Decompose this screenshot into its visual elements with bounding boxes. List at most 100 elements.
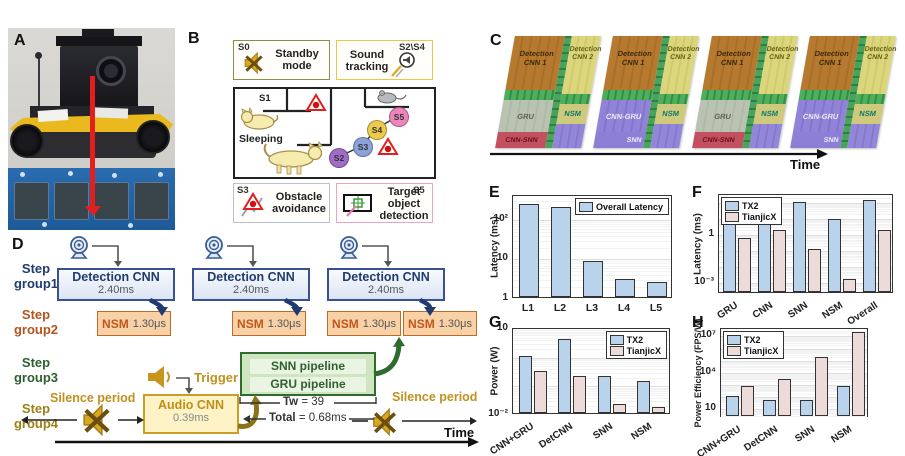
snn-pipeline-row: SNN pipeline — [250, 359, 366, 374]
gridline — [513, 386, 669, 388]
step-group1-label: Step group1 — [13, 261, 59, 291]
state-label: Obstacle avoidance — [272, 191, 326, 215]
y-axis-label: Latency (ms) — [692, 212, 704, 275]
panel-d-arrows — [21, 245, 479, 447]
memory-chip — [54, 182, 89, 220]
antenna — [38, 56, 40, 108]
y-tick-label: 10 — [704, 402, 716, 414]
gridline-minor — [721, 375, 867, 377]
bar-tx2-snn — [597, 375, 611, 413]
memory-chip — [134, 182, 169, 220]
gridline-minor — [719, 243, 892, 245]
nsm-box-1: NSM 1.30μs — [97, 311, 171, 336]
panel-label-d: D — [12, 236, 24, 253]
nsm-time: 1.30μs — [132, 317, 166, 330]
gridline-minor — [721, 373, 867, 375]
gridline-minor — [721, 398, 867, 400]
gridline-minor — [721, 411, 867, 413]
total-annotation: Total = 0.68ms — [266, 412, 350, 424]
gridline-minor — [719, 221, 892, 223]
state-id: S2\S4 — [399, 42, 425, 53]
gridline-minor — [719, 238, 892, 240]
wheel-left — [10, 124, 44, 158]
time-axis-c — [490, 149, 828, 159]
bar-tx2-gru — [722, 221, 736, 292]
red-pointer-arrowhead — [85, 206, 101, 216]
gridline-minor — [719, 237, 892, 239]
gridline-minor — [721, 374, 867, 376]
cooling-fan — [96, 56, 126, 86]
gridline-minor — [719, 222, 892, 224]
gridline-minor — [719, 204, 892, 206]
bar-tx2-nsm — [637, 381, 651, 413]
chip-region-band — [503, 89, 556, 100]
sound-tracking-icon — [391, 52, 415, 78]
gridline — [513, 357, 669, 359]
legend-row: TianjicX — [609, 345, 661, 356]
panel-label-g: G — [489, 314, 502, 331]
legend-swatch — [609, 345, 624, 356]
legend: TX2 TianjicX — [723, 331, 785, 359]
gridline-minor — [719, 271, 892, 273]
gridline-minor — [721, 340, 867, 341]
gridline-minor — [721, 342, 867, 344]
bar-overall-latency-l1 — [519, 203, 539, 297]
chip-snapshot-1: Detection CNN 1 GRU CNN-SNN Detection CNN 2… — [495, 36, 602, 148]
detection-cnn-title: Detection CNN — [207, 270, 295, 284]
walking-cat-icon — [263, 140, 323, 175]
gridline-minor — [721, 361, 867, 363]
arena-map-drawing — [240, 89, 409, 175]
legend-swatch — [727, 345, 741, 356]
gridline-minor — [719, 236, 892, 238]
gridline-minor — [721, 365, 867, 367]
mouse-icon — [377, 90, 407, 104]
bar-tianjicx-snn — [807, 249, 821, 292]
gridline-minor — [721, 402, 867, 404]
state-box-sound-tracking: S2\S4 Sound tracking — [336, 40, 433, 80]
gridline-minor — [719, 239, 892, 241]
gridline-minor — [721, 363, 867, 365]
gridline-minor — [721, 362, 867, 364]
gridline-minor — [719, 235, 892, 237]
chip-region-nsm: NSM — [753, 103, 786, 124]
nsm-box-3: NSM 1.30μs — [327, 311, 401, 336]
gridline-minor — [513, 330, 669, 332]
state-label: Target object detection — [379, 186, 429, 222]
gridline-minor — [721, 369, 867, 371]
speaker-muted-icon — [83, 404, 110, 436]
gridline-minor — [719, 267, 892, 269]
y-tick-label: 10⁴ — [699, 365, 716, 377]
x-tick-label: L4 — [617, 302, 631, 314]
label-sticker — [37, 108, 69, 123]
bar-tianjicx-overall — [877, 230, 891, 292]
detection-cnn-title: Detection CNN — [342, 270, 430, 284]
bar-tx2-detcnn — [762, 400, 776, 416]
bar-tianjicx-nsm — [842, 278, 856, 292]
gridline-minor — [513, 390, 669, 392]
nsm-title: NSM — [237, 316, 264, 331]
detection-cnn-time: 2.40ms — [97, 284, 135, 296]
legend-swatch — [727, 334, 741, 345]
sleeping-cat-icon — [240, 106, 279, 130]
panel-label-b: B — [188, 30, 200, 47]
gridline-minor — [719, 213, 892, 215]
robot-top-plate — [56, 36, 142, 46]
bar-overall-latency-l4 — [615, 279, 635, 297]
gridline-minor — [513, 369, 669, 371]
x-tick-label: L1 — [521, 302, 535, 314]
bar-tx2-nsm — [836, 385, 850, 416]
gridline-minor — [719, 251, 892, 253]
warning-triangle-icon — [305, 93, 327, 111]
silence-period-label-left: Silence period — [50, 391, 136, 405]
chip-region-band — [854, 93, 886, 104]
legend-label: TX2 — [626, 334, 644, 345]
gridline-minor — [721, 349, 867, 351]
antenna-tip — [35, 52, 42, 59]
gridline-minor — [513, 387, 669, 389]
state-id: S5 — [413, 185, 425, 196]
nsm-time: 1.30μs — [438, 317, 472, 330]
chip-region-nsm: NSM — [556, 103, 589, 124]
total-value: = 0.68ms — [298, 412, 347, 424]
state-label-sleeping: Sleeping — [239, 133, 283, 145]
